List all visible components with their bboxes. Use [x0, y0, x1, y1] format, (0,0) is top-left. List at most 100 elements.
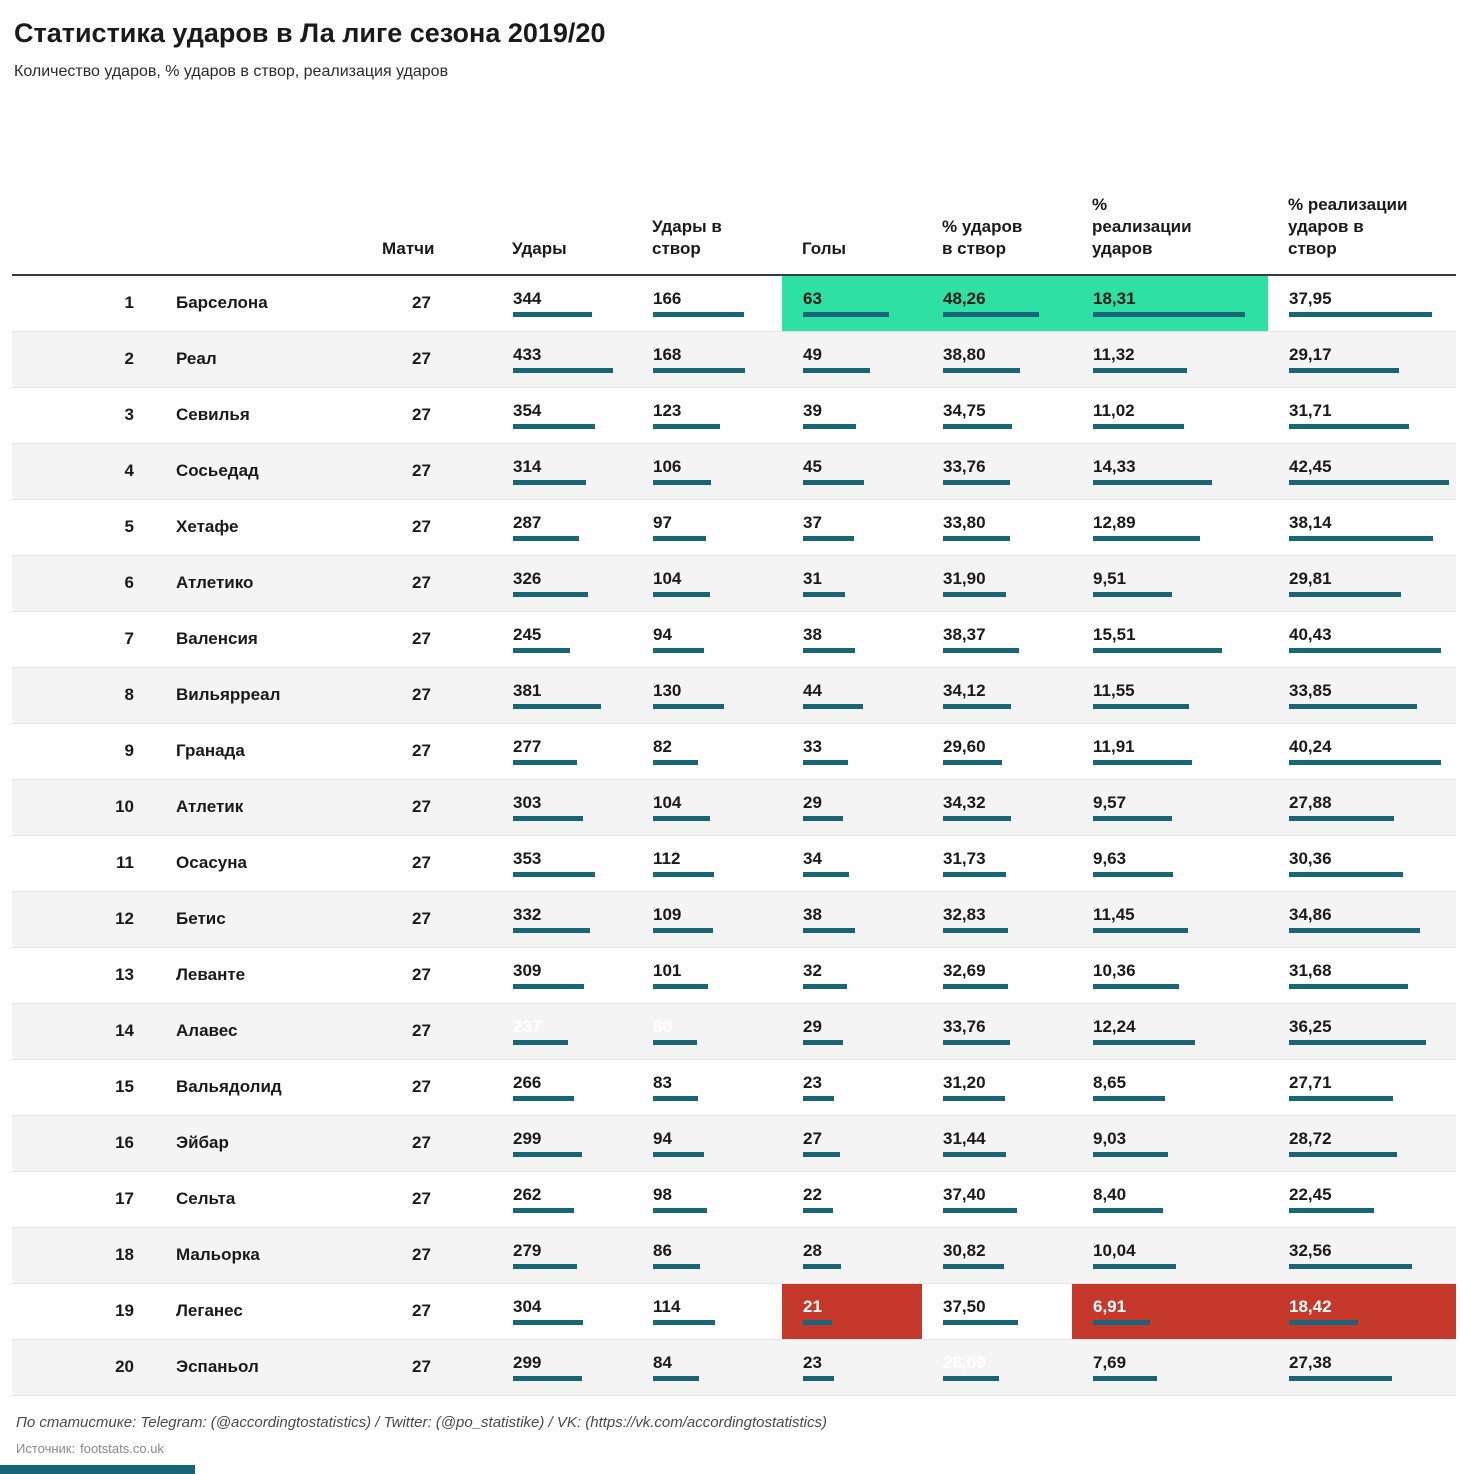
metric-value: 299 [513, 1128, 542, 1148]
value-bar [513, 1151, 613, 1157]
metric-value: 344 [513, 288, 542, 308]
metric-value: 44 [803, 680, 822, 700]
pct-on-target-cell: 33,76 [922, 443, 1072, 500]
pct-conversion-on-target-cell: 28,72 [1268, 1115, 1456, 1172]
table-row: 2 Реал 27 433 168 49 38,80 11,32 29,17 [12, 331, 1456, 388]
footer-credits: По статистике: Telegram: (@accordingtost… [16, 1413, 827, 1431]
goals-cell: 23 [782, 1059, 922, 1116]
value-bar [943, 1095, 1039, 1101]
value-bar [1093, 535, 1245, 541]
col-header-pct-on-target: % ударов в створ [922, 111, 1072, 276]
value-bar [1093, 703, 1245, 709]
rank-cell: 4 [12, 443, 162, 500]
value-bar [513, 311, 613, 317]
table-row: 8 Вильярреал 27 381 130 44 34,12 11,55 33,85 [12, 667, 1456, 724]
matches-cell: 27 [374, 667, 492, 724]
metric-value: 123 [653, 400, 682, 420]
metric-value: 33,80 [943, 512, 986, 532]
pct-conversion-cell: 11,45 [1072, 891, 1268, 948]
page-subtitle: Количество ударов, % ударов в створ, реа… [14, 63, 449, 80]
pct-conversion-cell: 11,02 [1072, 387, 1268, 444]
metric-value: 98 [653, 1184, 672, 1204]
shots-on-target-cell: 168 [632, 331, 782, 388]
team-name-cell: Реал [162, 331, 374, 388]
team-name-cell: Леганес [162, 1283, 374, 1340]
shots-cell: 309 [492, 947, 632, 1004]
metric-value: 32 [803, 960, 822, 980]
value-bar [513, 479, 613, 485]
value-bar [513, 591, 613, 597]
value-bar [513, 1375, 613, 1381]
value-bar [1289, 647, 1449, 653]
value-bar [1289, 1095, 1449, 1101]
value-bar [1093, 647, 1245, 653]
metric-value: 37,95 [1289, 288, 1332, 308]
metric-value: 27,38 [1289, 1352, 1332, 1372]
pct-conversion-on-target-cell: 27,71 [1268, 1059, 1456, 1116]
value-bar [513, 927, 613, 933]
shots-on-target-cell: 84 [632, 1339, 782, 1396]
table-row: 7 Валенсия 27 245 94 38 38,37 15,51 40,43 [12, 611, 1456, 668]
metric-value: 34 [803, 848, 822, 868]
pct-conversion-cell: 9,51 [1072, 555, 1268, 612]
value-bar [653, 1151, 745, 1157]
value-bar [653, 759, 745, 765]
team-name-cell: Хетафе [162, 499, 374, 556]
page-title: Статистика ударов в Ла лиге сезона 2019/… [14, 18, 606, 48]
team-name-cell: Осасуна [162, 835, 374, 892]
metric-value: 304 [513, 1296, 542, 1316]
value-bar [943, 647, 1039, 653]
metric-value: 32,83 [943, 904, 986, 924]
pct-conversion-cell: 11,91 [1072, 723, 1268, 780]
shots-cell: 299 [492, 1339, 632, 1396]
matches-cell: 27 [374, 555, 492, 612]
metric-value: 9,57 [1093, 792, 1127, 812]
rank-cell: 8 [12, 667, 162, 724]
value-bar [1289, 591, 1449, 597]
rank-cell: 3 [12, 387, 162, 444]
value-bar [943, 871, 1039, 877]
metric-value: 11,02 [1093, 400, 1135, 420]
rank-cell: 10 [12, 779, 162, 836]
metric-value: 34,75 [943, 400, 986, 420]
metric-value: 32,69 [943, 960, 986, 980]
metric-value: 104 [653, 792, 682, 812]
table-row: 6 Атлетико 27 326 104 31 31,90 9,51 29,81 [12, 555, 1456, 612]
value-bar [943, 759, 1039, 765]
metric-value: 245 [513, 624, 542, 644]
value-bar [943, 311, 1039, 317]
metric-value: 29 [803, 792, 822, 812]
value-bar [803, 871, 889, 877]
value-bar [653, 1207, 745, 1213]
rank-cell: 18 [12, 1227, 162, 1284]
team-name-cell: Леванте [162, 947, 374, 1004]
table-row: 5 Хетафе 27 287 97 37 33,80 12,89 38,14 [12, 499, 1456, 556]
table-row: 15 Вальядолид 27 266 83 23 31,20 8,65 27,71 [12, 1059, 1456, 1116]
value-bar [1093, 311, 1245, 317]
pct-on-target-cell: 31,20 [922, 1059, 1072, 1116]
value-bar [1093, 1095, 1245, 1101]
team-name-cell: Эйбар [162, 1115, 374, 1172]
shots-on-target-cell: 106 [632, 443, 782, 500]
pct-conversion-on-target-cell: 22,45 [1268, 1171, 1456, 1228]
metric-value: 94 [653, 624, 672, 644]
goals-cell: 32 [782, 947, 922, 1004]
team-name-cell: Эспаньол [162, 1339, 374, 1396]
value-bar [1093, 1151, 1245, 1157]
value-bar [653, 535, 745, 541]
value-bar [513, 871, 613, 877]
pct-conversion-on-target-cell: 31,68 [1268, 947, 1456, 1004]
goals-cell: 37 [782, 499, 922, 556]
metric-value: 31,90 [943, 568, 986, 588]
pct-on-target-cell: 34,75 [922, 387, 1072, 444]
table-row: 11 Осасуна 27 353 112 34 31,73 9,63 30,36 [12, 835, 1456, 892]
value-bar [943, 927, 1039, 933]
value-bar [653, 423, 745, 429]
shots-cell: 344 [492, 275, 632, 332]
metric-value: 83 [653, 1072, 672, 1092]
metric-value: 38,37 [943, 624, 986, 644]
matches-cell: 27 [374, 891, 492, 948]
bottom-partial-bar [0, 1465, 195, 1474]
value-bar [1093, 1039, 1245, 1045]
team-name-cell: Сосьедад [162, 443, 374, 500]
